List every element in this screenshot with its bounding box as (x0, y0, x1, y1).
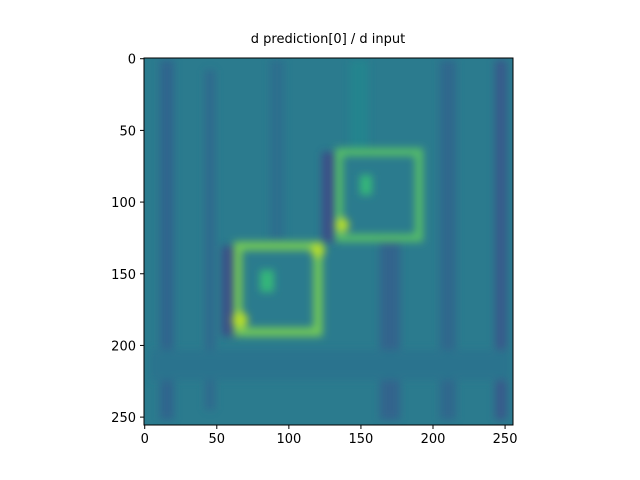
y-tick-label: 100 (111, 196, 136, 211)
heatmap-image (144, 58, 513, 425)
chart-title: d prediction[0] / d input (251, 32, 406, 47)
x-tick-label: 100 (276, 432, 301, 447)
x-tick-label: 250 (493, 432, 518, 447)
y-tick-label: 0 (128, 53, 136, 68)
y-tick-label: 250 (111, 411, 136, 426)
y-tick-label: 150 (111, 268, 136, 283)
x-tick-label: 150 (349, 432, 374, 447)
axes-frame (143, 57, 514, 426)
x-tick-label: 200 (421, 432, 446, 447)
x-tick-label: 50 (209, 432, 226, 447)
y-tick-label: 200 (111, 339, 136, 354)
y-tick-label: 50 (119, 124, 136, 139)
x-tick-label: 0 (141, 432, 149, 447)
